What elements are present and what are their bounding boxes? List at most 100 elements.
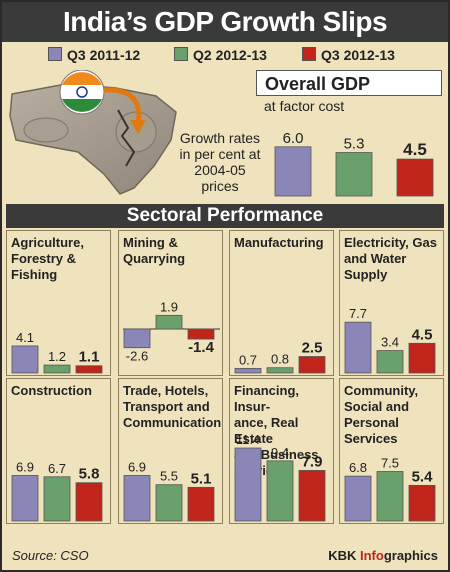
bar-q2-2012-13 xyxy=(43,364,71,374)
bar-q3-2011-12 xyxy=(344,475,372,522)
data-label: 0.8 xyxy=(271,352,289,367)
flag-green xyxy=(62,99,102,112)
data-label: 7.9 xyxy=(302,453,323,470)
data-label: -1.4 xyxy=(188,339,215,356)
data-label: 6.9 xyxy=(128,459,146,474)
sector-panel: Electricity, Gas and Water Supply 7.7 3.4 4… xyxy=(339,230,444,376)
bar-q2-2012-13 xyxy=(43,476,71,522)
bar-q3-2011-12 xyxy=(11,475,39,522)
sector-title: Community, Social and Personal Services xyxy=(344,383,419,446)
bar-q3-2012-13 xyxy=(408,342,436,374)
data-label: 7.5 xyxy=(381,456,399,471)
sector-panel: Financing, Insur-ance, Real Estate and Bu… xyxy=(229,378,334,524)
bar-q2-2012-13 xyxy=(266,460,294,522)
data-label: 5.5 xyxy=(160,469,178,484)
data-label: 6.9 xyxy=(16,459,34,474)
flag-saffron xyxy=(62,72,102,85)
credit-prefix: KBK xyxy=(328,548,360,563)
data-label: 4.5 xyxy=(403,140,427,159)
overall-gdp-title: Overall GDP xyxy=(256,70,442,96)
data-label: 5.3 xyxy=(344,136,365,153)
bar-q3-2011-12 xyxy=(344,321,372,374)
data-label: 1.1 xyxy=(79,349,100,366)
sector-title: Electricity, Gas and Water Supply xyxy=(344,235,437,282)
data-label: 11.4 xyxy=(236,432,260,447)
overall-gdp-subtitle: at factor cost xyxy=(264,98,345,114)
bar-q2-2012-13 xyxy=(155,314,183,330)
page-title: India’s GDP Growth Slips xyxy=(2,2,448,42)
overall-gdp-panel: Overall GDP at factor cost 6.0 5.3 4.5 xyxy=(256,70,444,198)
sector-bar-chart: 4.1 1.2 1.1 xyxy=(11,330,103,374)
data-label: 1.9 xyxy=(160,299,178,314)
legend-swatch xyxy=(48,47,62,61)
data-label: 3.4 xyxy=(381,335,399,350)
bar-q3-2011-12 xyxy=(11,345,39,374)
data-label: 5.1 xyxy=(191,470,212,487)
illustration xyxy=(6,69,256,198)
data-label: 4.1 xyxy=(16,330,34,345)
bar-q2-2012-13 xyxy=(376,471,404,522)
bar-q3-2011-12 xyxy=(274,146,312,197)
sector-panel: Agriculture, Forestry & Fishing 4.1 1.2 1.1 xyxy=(6,230,111,376)
legend-swatch xyxy=(302,47,316,61)
legend-label: Q3 2011-12 xyxy=(67,47,141,63)
sector-title: Mining & Quarrying xyxy=(123,235,186,266)
banknote-shape xyxy=(9,83,177,195)
crack-icon xyxy=(117,109,136,167)
source-note: Source: CSO xyxy=(12,548,89,563)
sector-bar-chart: 6.9 5.5 5.1 xyxy=(123,459,215,522)
sector-title: Manufacturing xyxy=(234,235,324,250)
arrow-head-icon xyxy=(130,120,146,134)
legend-item-q3-2012-13: Q3 2012-13 xyxy=(302,46,395,64)
overall-gdp-chart: 6.0 5.3 4.5 xyxy=(274,130,434,197)
data-label: 6.8 xyxy=(349,460,367,475)
sector-bar-chart: 11.4 9.4 7.9 xyxy=(234,432,326,522)
chakra-icon xyxy=(76,86,88,98)
bar-q3-2012-13 xyxy=(187,486,215,522)
bar-q3-2011-12 xyxy=(123,328,151,349)
legend-swatch xyxy=(174,47,188,61)
data-label: 5.4 xyxy=(412,468,434,485)
data-label: 7.7 xyxy=(349,306,367,321)
sector-bar-chart: 6.8 7.5 5.4 xyxy=(344,456,436,522)
legend-label: Q3 2012-13 xyxy=(321,47,395,63)
data-label: 5.8 xyxy=(79,466,100,483)
credit-info: Info xyxy=(359,548,384,563)
bar-q3-2012-13 xyxy=(75,482,103,522)
legend-label: Q2 2012-13 xyxy=(193,47,267,63)
legend-item-q3-2011-12: Q3 2011-12 xyxy=(48,46,140,64)
sector-title: Construction xyxy=(11,383,92,398)
sector-panel: Community, Social and Personal Services 6… xyxy=(339,378,444,524)
sector-panel: Manufacturing 0.7 0.8 2.5 xyxy=(229,230,334,376)
bar-q3-2012-13 xyxy=(396,158,434,197)
growth-rates-note: Growth rates in per cent at 2004-05 pric… xyxy=(179,130,261,194)
sector-panel: Mining & Quarrying -2.6 1.9 -1.4 xyxy=(118,230,223,376)
credit-suffix: graphics xyxy=(383,548,438,563)
sectoral-performance-title: Sectoral Performance xyxy=(6,204,444,228)
bar-q2-2012-13 xyxy=(376,350,404,374)
data-label: 6.0 xyxy=(283,130,304,147)
sector-bar-chart: -2.6 1.9 -1.4 xyxy=(123,299,220,364)
bar-q3-2012-13 xyxy=(408,484,436,522)
bar-q2-2012-13 xyxy=(155,484,183,522)
banknote-map-illustration xyxy=(9,69,177,195)
bar-q3-2012-13 xyxy=(187,328,215,340)
data-label: 9.4 xyxy=(271,445,289,460)
data-label: 6.7 xyxy=(48,461,66,476)
bar-q3-2012-13 xyxy=(298,470,326,522)
bar-q2-2012-13 xyxy=(335,152,373,197)
bar-q3-2011-12 xyxy=(234,447,262,522)
data-label: 1.2 xyxy=(48,349,66,364)
sector-bar-chart: 0.7 0.8 2.5 xyxy=(234,340,326,374)
sector-title-line: Financing, Insur- xyxy=(234,383,299,414)
legend: Q3 2011-12 Q2 2012-13 Q3 2012-13 xyxy=(2,42,448,68)
data-label: 4.5 xyxy=(412,326,433,343)
bar-q2-2012-13 xyxy=(266,367,294,374)
bar-q3-2012-13 xyxy=(75,365,103,374)
sector-bar-chart: 7.7 3.4 4.5 xyxy=(344,306,436,374)
data-label: 2.5 xyxy=(302,340,323,357)
note-oval xyxy=(23,117,69,143)
sector-panel: Trade, Hotels, Transport and Communicati… xyxy=(118,378,223,524)
data-label: 0.7 xyxy=(239,352,257,367)
